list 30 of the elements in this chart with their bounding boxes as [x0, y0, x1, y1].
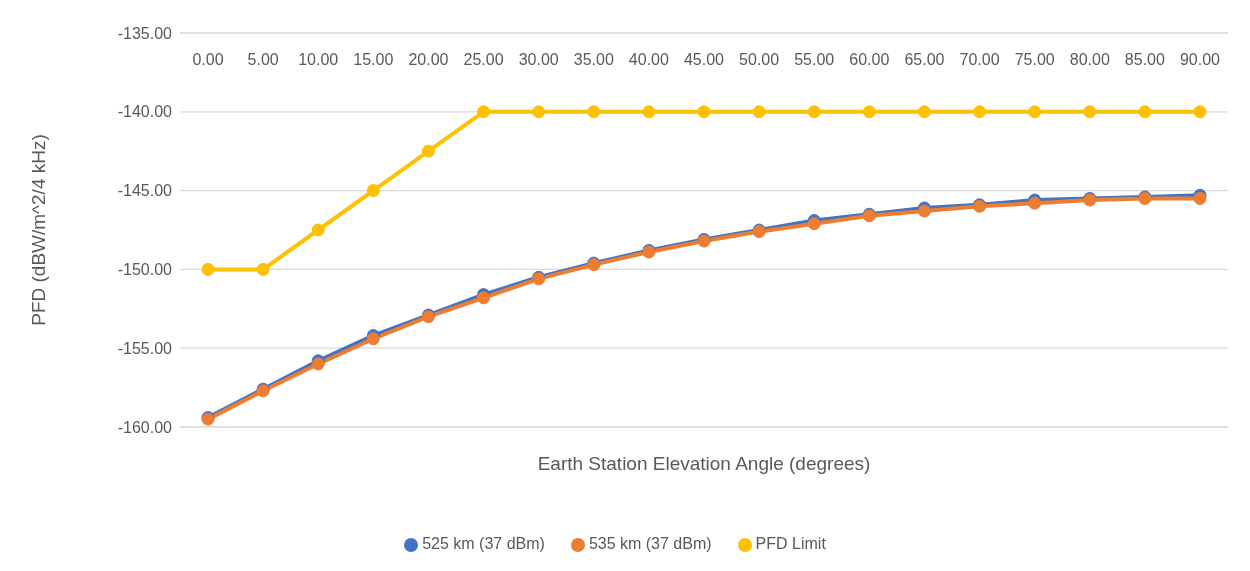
- x-tick-label: 65.00: [904, 51, 945, 68]
- x-tick-label: 10.00: [298, 51, 339, 68]
- x-tick-label: 40.00: [628, 51, 670, 68]
- legend-label: 535 km (37 dBm): [588, 535, 712, 552]
- x-axis-title: Earth Station Elevation Angle (degrees): [536, 453, 872, 475]
- legend-label: 525 km (37 dBm): [422, 535, 545, 552]
- x-tick-label: 25.00: [463, 51, 504, 68]
- y-tick-label: -145.00: [117, 182, 173, 200]
- y-tick-label: -155.00: [117, 339, 173, 357]
- x-tick-label: 70.00: [959, 51, 1000, 68]
- x-tick-label: 5.00: [247, 51, 279, 68]
- x-tick-label: 15.00: [353, 51, 394, 68]
- x-tick-label: 85.00: [1124, 51, 1166, 68]
- y-axis-title: PFD (dBW/m^2/4 kHz): [27, 134, 49, 326]
- legend-label: PFD Limit: [755, 535, 826, 552]
- y-tick-label: -160.00: [117, 418, 173, 436]
- x-tick-label: 90.00: [1179, 51, 1221, 68]
- x-tick-label: 55.00: [794, 51, 835, 68]
- x-tick-label: 35.00: [573, 51, 614, 68]
- x-tick-label: 30.00: [518, 51, 559, 68]
- y-tick-label: -140.00: [117, 103, 173, 121]
- x-tick-label: 80.00: [1069, 51, 1110, 68]
- x-tick-label: 45.00: [683, 51, 725, 68]
- y-tick-label: -135.00: [117, 24, 173, 42]
- x-tick-label: 60.00: [849, 51, 890, 68]
- x-tick-label: 50.00: [739, 51, 780, 68]
- x-tick-label: 75.00: [1014, 51, 1055, 68]
- x-tick-label: 0.00: [192, 51, 224, 68]
- y-tick-label: -150.00: [117, 261, 173, 279]
- x-tick-label: 20.00: [408, 51, 449, 68]
